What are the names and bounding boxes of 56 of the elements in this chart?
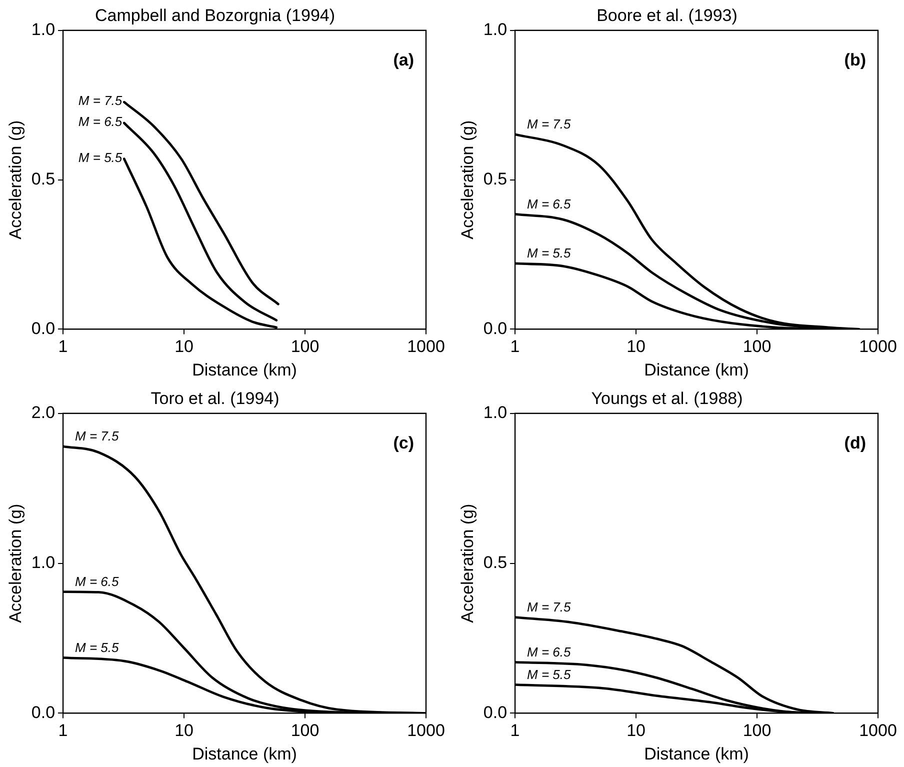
y-tick-label: 0.5 bbox=[31, 169, 56, 188]
annotation: (b) bbox=[844, 50, 866, 70]
series-label: M = 5.5 bbox=[527, 246, 572, 261]
annotation: (a) bbox=[393, 50, 414, 70]
x-tick-label: 100 bbox=[290, 721, 320, 740]
y-tick-label: 0.0 bbox=[483, 702, 508, 722]
x-tick-label: 10 bbox=[174, 721, 194, 740]
x-tick-label: 1 bbox=[510, 721, 520, 740]
y-tick-label: 1.0 bbox=[483, 20, 508, 40]
x-tick-label: 100 bbox=[290, 337, 320, 356]
y-tick-label: 1.0 bbox=[483, 403, 508, 422]
series-label: M = 5.5 bbox=[527, 666, 572, 682]
y-tick-label: 1.0 bbox=[31, 20, 56, 40]
x-tick-label: 100 bbox=[742, 721, 772, 740]
y-tick-label: 0.5 bbox=[483, 552, 508, 572]
series-label: M = 6.5 bbox=[75, 574, 120, 589]
x-tick-label: 1000 bbox=[407, 337, 445, 356]
x-tick-label: 100 bbox=[742, 337, 772, 356]
x-tick-label: 1 bbox=[58, 337, 68, 356]
series-label: M = 7.5 bbox=[527, 599, 572, 614]
x-axis-title: Distance (km) bbox=[192, 744, 297, 764]
y-tick-label: 0.5 bbox=[483, 169, 508, 188]
y-tick-label: 0.0 bbox=[31, 702, 56, 722]
x-tick-label: 1000 bbox=[407, 721, 445, 740]
chart-title: Boore et al. (1993) bbox=[596, 6, 738, 25]
x-tick-label: 10 bbox=[626, 721, 646, 740]
x-axis-title: Distance (km) bbox=[644, 360, 749, 380]
y-tick-label: 0.0 bbox=[483, 318, 508, 338]
y-tick-label: 2.0 bbox=[31, 403, 56, 422]
x-tick-label: 1000 bbox=[859, 337, 897, 356]
x-axis-title: Distance (km) bbox=[644, 744, 749, 764]
x-tick-label: 10 bbox=[626, 337, 646, 356]
series-label: M = 6.5 bbox=[527, 644, 572, 660]
chart-title: Youngs et al. (1988) bbox=[591, 388, 743, 408]
annotation: (d) bbox=[844, 434, 866, 453]
series-label: M = 7.5 bbox=[78, 93, 123, 108]
series-label: M = 7.5 bbox=[75, 428, 120, 444]
series-label: M = 6.5 bbox=[527, 196, 572, 212]
y-axis-title: Acceleration (g) bbox=[6, 120, 25, 240]
x-tick-label: 10 bbox=[174, 337, 194, 356]
chart-title: Toro et al. (1994) bbox=[150, 388, 280, 408]
x-tick-label: 1 bbox=[58, 721, 68, 740]
series-label: M = 5.5 bbox=[75, 640, 120, 655]
x-tick-label: 1 bbox=[510, 337, 520, 356]
y-axis-title: Acceleration (g) bbox=[6, 504, 25, 623]
series-label: M = 6.5 bbox=[78, 114, 123, 130]
x-tick-label: 1000 bbox=[859, 721, 897, 740]
y-tick-label: 0.0 bbox=[31, 318, 56, 338]
y-axis-title: Acceleration (g) bbox=[458, 120, 477, 240]
series-label: M = 5.5 bbox=[78, 150, 123, 165]
annotation: (c) bbox=[393, 434, 414, 453]
y-tick-label: 1.0 bbox=[31, 552, 56, 572]
series-label: M = 7.5 bbox=[527, 116, 572, 132]
y-axis-title: Acceleration (g) bbox=[458, 504, 477, 623]
chart-title: Campbell and Bozorgnia (1994) bbox=[94, 6, 336, 25]
x-axis-title: Distance (km) bbox=[192, 360, 297, 380]
